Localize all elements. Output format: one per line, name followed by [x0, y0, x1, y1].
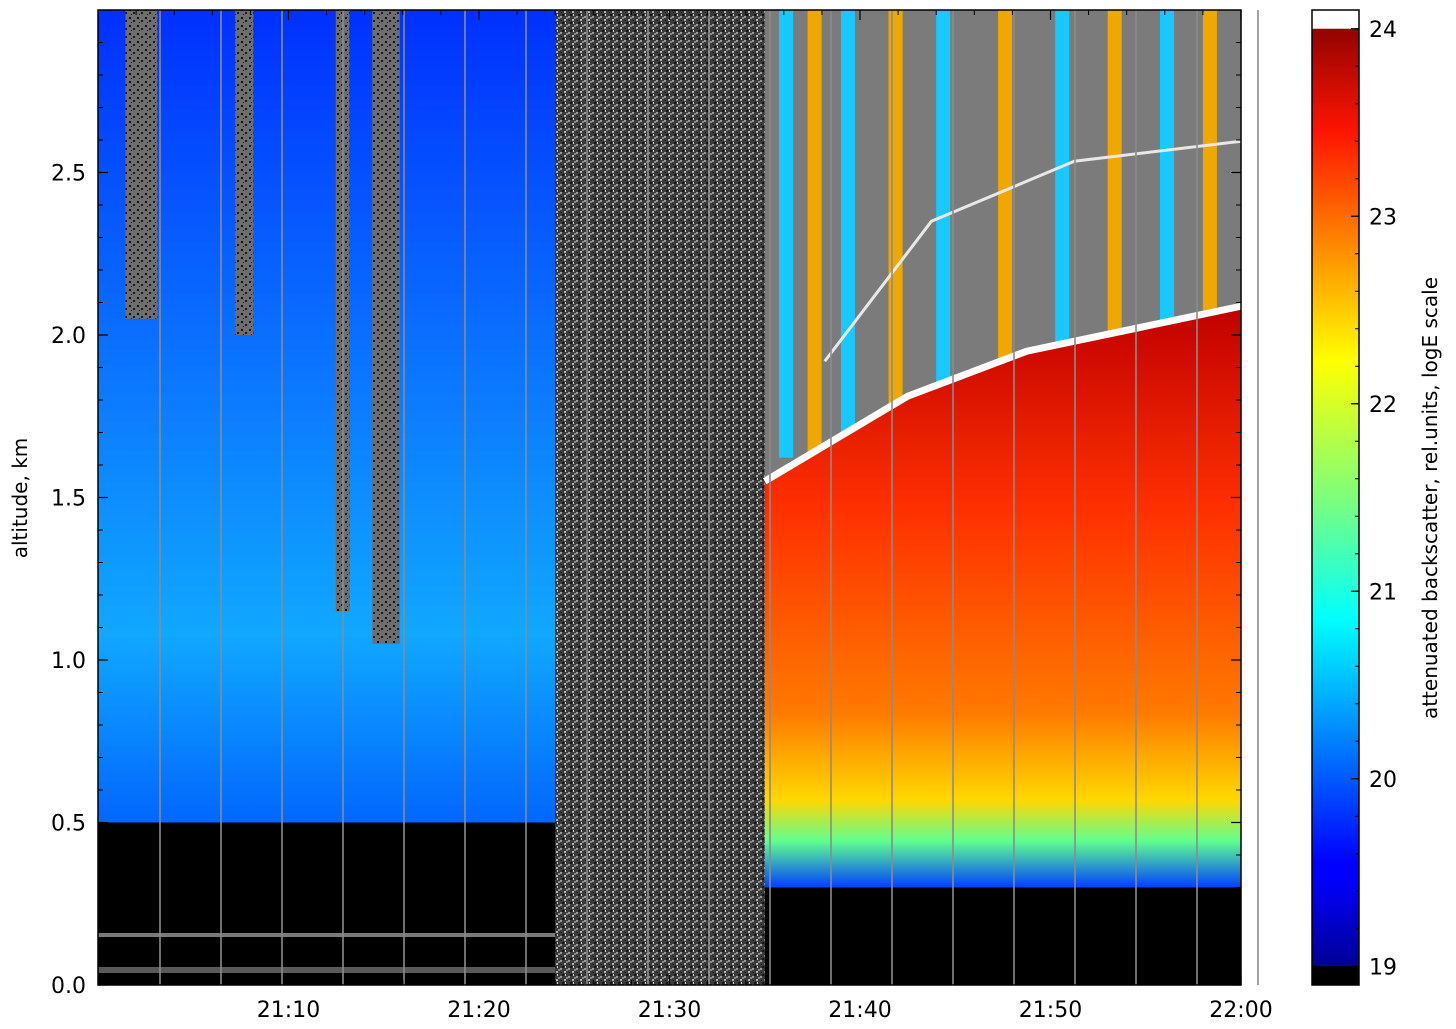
noise-gap	[372, 10, 400, 644]
upper-layer-edge	[823, 139, 1242, 363]
colorbar-under	[1312, 966, 1359, 985]
colorbar-tick-label: 20	[1369, 768, 1397, 793]
colorbar-tick-label: 23	[1369, 205, 1397, 230]
colorbar-tick-label: 19	[1369, 955, 1397, 980]
y-tick-label: 2.5	[51, 162, 86, 187]
x-tick-label: 21:30	[638, 998, 701, 1023]
colorbar-tick-label: 21	[1369, 580, 1397, 605]
x-tick-label: 22:00	[1209, 998, 1272, 1023]
noise-region	[555, 10, 765, 985]
colorbar-frame	[1311, 9, 1360, 986]
below-layer-region	[764, 887, 1241, 985]
y-tick-label: 2.0	[51, 324, 86, 349]
noise-gap	[235, 10, 254, 335]
x-tick-label: 21:40	[828, 998, 891, 1023]
red-backscatter-layer	[764, 306, 1241, 888]
y-tick-label: 0.0	[51, 974, 86, 999]
below-cloud-region	[98, 822, 556, 985]
x-tick-label: 21:50	[1019, 998, 1082, 1023]
colorbar: 19 20 21 22 23 24	[1311, 9, 1397, 986]
colorbar-tick-label: 22	[1369, 393, 1397, 418]
colorbar-title: attenuated backscatter, rel.units, logE …	[1418, 277, 1442, 719]
streak-column	[888, 10, 903, 458]
blue-cloud-region	[98, 10, 556, 843]
streak-column	[936, 10, 951, 458]
plot-area	[98, 10, 1259, 985]
y-axis-title: altitude, km	[8, 438, 32, 559]
x-tick-label: 21:20	[447, 998, 510, 1023]
colorbar-tick-label: 24	[1369, 18, 1397, 43]
axes: 0.0 0.5 1.0 1.5 2.0 2.5 21:10 21:20 21:30 21:40 21…	[51, 9, 1273, 1023]
cloud-top-edge	[762, 302, 1242, 485]
y-tick-label: 0.5	[51, 812, 86, 837]
colorbar-gradient	[1312, 10, 1359, 985]
y-tick-label: 1.0	[51, 649, 86, 674]
noise-gap	[125, 10, 158, 319]
y-tick-label: 1.5	[51, 487, 86, 512]
streak-column	[807, 10, 822, 458]
colorbar-over	[1312, 10, 1359, 29]
x-tick-label: 21:10	[257, 998, 320, 1023]
streak-column	[998, 10, 1013, 458]
streak-column	[840, 10, 855, 458]
ground-clutter	[98, 967, 556, 973]
ground-clutter	[98, 933, 556, 937]
streak-column	[779, 10, 794, 458]
